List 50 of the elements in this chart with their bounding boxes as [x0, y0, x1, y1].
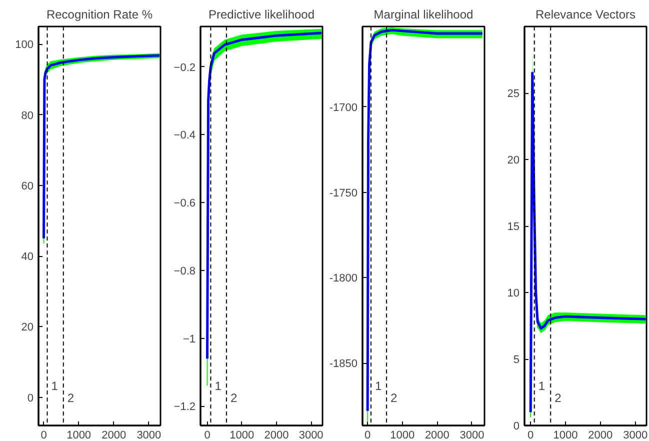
y-tick-label: -1700: [329, 102, 358, 114]
y-tick-label: 0: [513, 420, 520, 432]
y-tick-label: -1800: [329, 272, 358, 285]
annotation: 2: [390, 391, 398, 405]
annotation: 2: [230, 391, 238, 405]
y-tick-label: −1: [182, 333, 196, 346]
x-tick-label: 1000: [553, 430, 578, 441]
x-tick-label: 0: [40, 430, 47, 441]
y-tick-label: −0.8: [174, 265, 196, 278]
x-tick-label: 2000: [588, 430, 613, 441]
x-tick-label: 3000: [623, 430, 648, 441]
x-tick-label: 2000: [264, 430, 289, 441]
y-tick-label: 25: [507, 88, 520, 100]
annotation: 1: [538, 379, 546, 393]
y-tick-label: 60: [21, 180, 34, 192]
x-tick-label: 3000: [136, 430, 162, 441]
y-tick-label: 100: [15, 39, 34, 52]
y-tick-label: -1750: [329, 187, 358, 200]
y-tick-label: 5: [513, 354, 520, 366]
y-tick-label: 20: [507, 154, 520, 166]
y-tick-label: -1850: [329, 358, 358, 370]
x-tick-label: 3000: [460, 430, 484, 441]
chart-title: Predictive likelihood: [208, 8, 315, 22]
y-tick-label: 0: [27, 392, 34, 404]
annotation: 2: [554, 391, 562, 405]
y-tick-label: 80: [21, 110, 34, 122]
y-tick-label: 15: [507, 221, 520, 233]
y-tick-label: 20: [21, 322, 34, 334]
x-tick-label: 0: [204, 430, 210, 441]
annotation: 1: [374, 379, 382, 393]
annotation: 1: [214, 379, 222, 393]
y-tick-label: 10: [507, 288, 520, 300]
chart-title: Relevance Vectors: [535, 8, 636, 22]
annotation: 2: [67, 391, 74, 405]
x-tick-label: 0: [528, 430, 534, 441]
x-tick-label: 2000: [102, 430, 126, 441]
x-tick-label: 1000: [390, 430, 415, 441]
chart-title: Marginal likelihood: [374, 8, 474, 22]
y-tick-label: −1.2: [174, 401, 196, 414]
x-tick-label: 0: [364, 430, 371, 441]
y-tick-label: −0.6: [174, 198, 196, 210]
y-tick-label: 40: [21, 251, 34, 264]
y-tick-label: −0.4: [174, 130, 196, 142]
annotation: 1: [51, 379, 58, 393]
x-tick-label: 1000: [230, 430, 254, 441]
x-tick-label: 1000: [66, 430, 92, 441]
x-tick-label: 3000: [298, 430, 324, 441]
y-tick-label: −0.2: [174, 62, 196, 74]
x-tick-label: 2000: [424, 430, 450, 441]
chart-title: Recognition Rate %: [46, 8, 153, 22]
